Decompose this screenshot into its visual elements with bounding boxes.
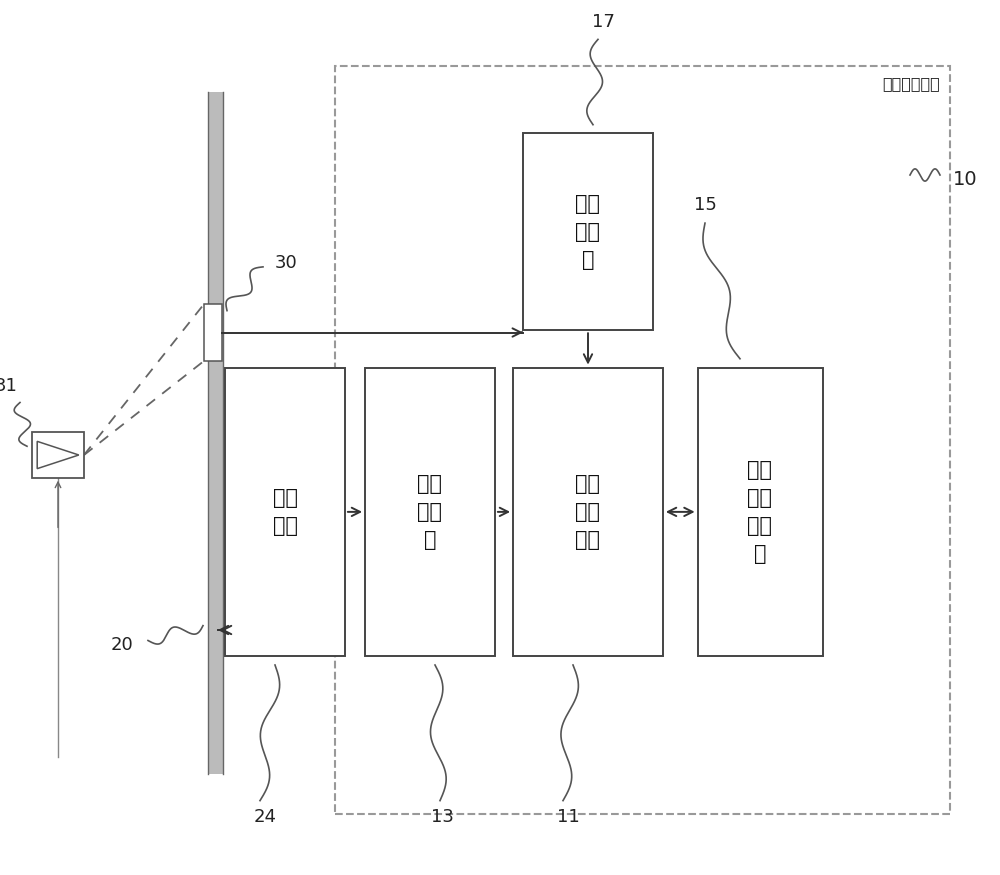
- Text: 视频
信号
发生
器: 视频 信号 发生 器: [748, 460, 772, 564]
- Text: 15: 15: [694, 196, 716, 214]
- Text: 控制处理系统: 控制处理系统: [882, 76, 940, 91]
- Text: 13: 13: [431, 808, 453, 827]
- Text: 中央
控制
模块: 中央 控制 模块: [576, 474, 600, 550]
- Bar: [335, 66, 950, 814]
- Text: 驱动
电机: 驱动 电机: [272, 488, 298, 536]
- Bar: [523, 133, 653, 330]
- Bar: [32, 432, 84, 478]
- Text: 11: 11: [557, 808, 579, 827]
- Text: 数据
采集
卡: 数据 采集 卡: [576, 194, 600, 270]
- Text: 10: 10: [953, 170, 978, 189]
- Text: 运动
控制
卡: 运动 控制 卡: [418, 474, 442, 550]
- Bar: [204, 304, 222, 360]
- Text: 17: 17: [592, 12, 614, 31]
- Text: 24: 24: [253, 808, 276, 827]
- Text: 31: 31: [0, 377, 18, 396]
- Bar: [698, 368, 822, 656]
- Bar: [513, 368, 663, 656]
- Text: 20: 20: [110, 636, 133, 654]
- Bar: [225, 368, 345, 656]
- Bar: [365, 368, 495, 656]
- Text: 30: 30: [275, 254, 298, 271]
- Bar: [208, 92, 223, 774]
